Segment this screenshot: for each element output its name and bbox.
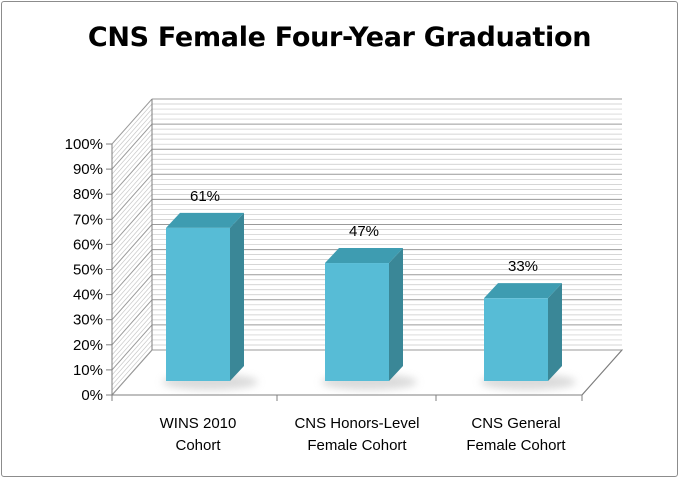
y-tick-label: 0% — [81, 387, 103, 404]
side-gridline — [111, 299, 153, 346]
side-gridline — [111, 324, 153, 371]
side-minor-gridline — [111, 264, 153, 310]
side-minor-gridline — [111, 279, 153, 325]
bar-side — [548, 283, 562, 381]
y-tick-label: 70% — [73, 211, 103, 228]
side-minor-gridline — [111, 229, 153, 275]
side-minor-gridline — [111, 304, 153, 351]
data-label: 47% — [349, 223, 379, 240]
side-minor-gridline — [111, 153, 153, 200]
side-minor-gridline — [111, 244, 153, 290]
side-minor-gridline — [111, 334, 153, 381]
side-minor-gridline — [111, 309, 153, 356]
side-gridline — [111, 148, 153, 195]
y-tick-label: 100% — [65, 136, 103, 153]
bar — [325, 263, 389, 381]
y-tick-label: 30% — [73, 312, 103, 329]
bar-side — [389, 248, 403, 381]
side-minor-gridline — [111, 194, 153, 240]
category-label: Female Cohort — [466, 437, 566, 454]
side-gridline — [111, 224, 153, 270]
side-minor-gridline — [111, 169, 153, 215]
chart-title: CNS Female Four-Year Graduation — [87, 22, 592, 53]
bar-top — [166, 212, 244, 228]
bar — [484, 298, 548, 381]
side-minor-gridline — [111, 319, 153, 366]
side-minor-gridline — [111, 234, 153, 280]
side-minor-gridline — [111, 314, 153, 361]
side-minor-gridline — [111, 259, 153, 305]
side-minor-gridline — [111, 179, 153, 225]
side-minor-gridline — [111, 138, 153, 185]
side-minor-gridline — [111, 284, 153, 330]
side-minor-gridline — [111, 108, 153, 155]
side-gridline — [111, 98, 153, 145]
side-minor-gridline — [111, 239, 153, 285]
side-minor-gridline — [111, 184, 153, 230]
y-tick-label: 20% — [73, 337, 103, 354]
side-minor-gridline — [111, 339, 153, 386]
y-tick-label: 50% — [73, 262, 103, 279]
category-label: Cohort — [175, 437, 221, 454]
side-minor-gridline — [111, 344, 153, 391]
data-label: 61% — [190, 188, 220, 205]
category-label: CNS General — [471, 415, 560, 432]
side-minor-gridline — [111, 113, 153, 160]
side-gridline — [111, 349, 153, 396]
side-minor-gridline — [111, 118, 153, 165]
data-label: 33% — [508, 258, 538, 275]
side-minor-gridline — [111, 254, 153, 300]
side-minor-gridline — [111, 214, 153, 260]
y-tick-label: 60% — [73, 236, 103, 253]
bar-side — [230, 212, 244, 381]
floor-right-edge — [581, 349, 623, 396]
side-gridline — [111, 123, 153, 170]
side-minor-gridline — [111, 133, 153, 180]
side-minor-gridline — [111, 204, 153, 250]
category-label: CNS Honors-Level — [294, 415, 419, 432]
y-tick-label: 90% — [73, 161, 103, 178]
bar — [166, 227, 230, 381]
category-label: Female Cohort — [307, 437, 407, 454]
side-minor-gridline — [111, 219, 153, 265]
y-tick-label: 40% — [73, 287, 103, 304]
side-minor-gridline — [111, 128, 153, 175]
y-tick-label: 80% — [73, 186, 103, 203]
side-gridline — [111, 173, 153, 220]
side-minor-gridline — [111, 164, 153, 210]
side-minor-gridline — [111, 294, 153, 341]
side-gridline — [111, 199, 153, 245]
side-minor-gridline — [111, 209, 153, 255]
side-minor-gridline — [111, 159, 153, 205]
side-minor-gridline — [111, 289, 153, 335]
side-minor-gridline — [111, 103, 153, 150]
bar-top — [484, 283, 562, 299]
bar-top — [325, 248, 403, 264]
side-minor-gridline — [111, 189, 153, 235]
side-minor-gridline — [111, 329, 153, 376]
category-label: WINS 2010 — [160, 415, 237, 432]
side-gridline — [111, 274, 153, 321]
side-gridline — [111, 249, 153, 295]
y-tick-label: 10% — [73, 362, 103, 379]
side-minor-gridline — [111, 269, 153, 315]
side-minor-gridline — [111, 143, 153, 190]
